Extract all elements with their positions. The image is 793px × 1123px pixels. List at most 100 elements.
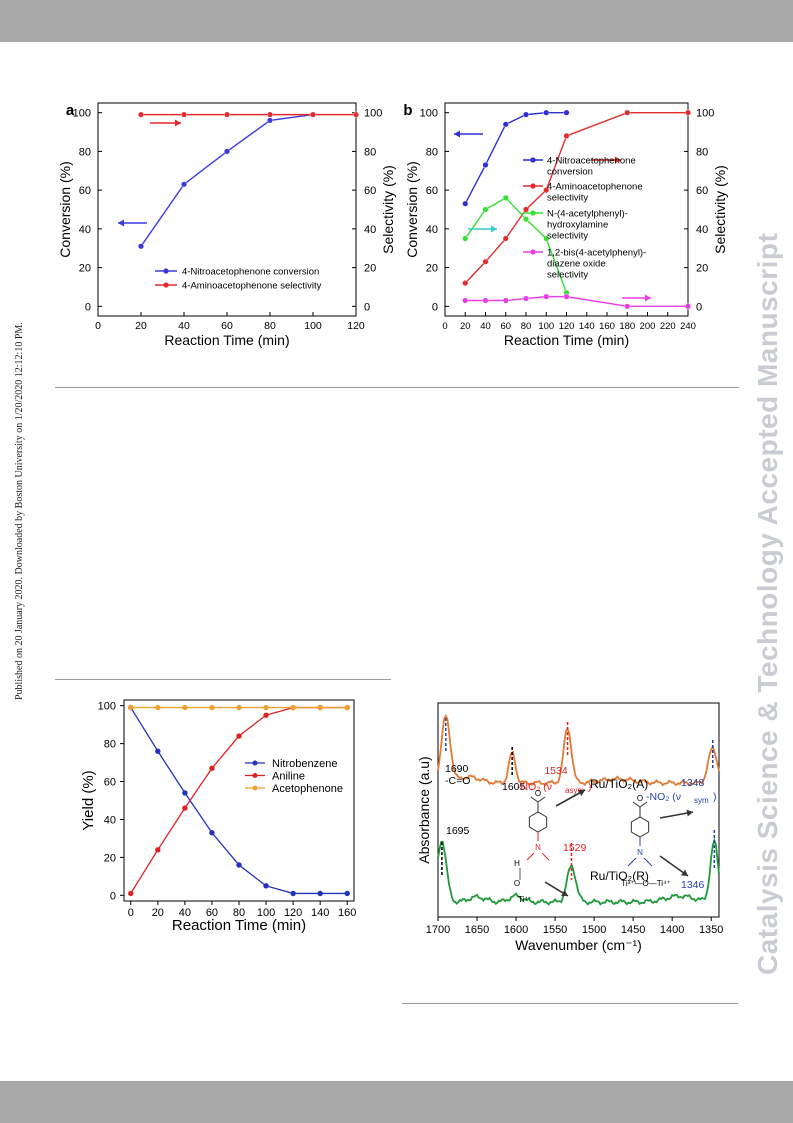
y-tick-label: 80 [426, 146, 438, 158]
annotation-no2-sym: -NO₂ (ν [646, 791, 681, 803]
data-point [180, 111, 187, 118]
data-point [236, 733, 242, 739]
y-tick-label: 80 [104, 739, 116, 751]
acetyl-left-b [537, 796, 546, 803]
x-tick-label: 180 [619, 321, 635, 332]
data-point [543, 235, 550, 242]
y2-tick-label: 60 [696, 185, 708, 197]
data-point [624, 303, 631, 310]
annotation-1534: 1534 [544, 765, 568, 777]
x-tick-label: 1400 [660, 924, 684, 936]
y-tick-label: 100 [98, 701, 116, 713]
series-line-3 [465, 295, 688, 308]
y-tick-label: 60 [104, 777, 116, 789]
data-point [209, 765, 215, 771]
y-axis-label: Conversion (%) [57, 161, 73, 257]
data-point [209, 830, 215, 836]
divider-mid [55, 679, 391, 680]
data-point [182, 790, 188, 796]
annotation-sym-sub: sym [694, 796, 709, 805]
pointer-arrow-1346-head [681, 869, 688, 876]
nitro-o2-right [643, 857, 653, 867]
y2-tick-label: 0 [364, 301, 370, 313]
y-tick-label: 60 [79, 185, 91, 197]
data-point [263, 883, 269, 889]
data-point [502, 121, 509, 128]
data-point [685, 303, 692, 310]
data-point [543, 293, 550, 300]
x-tick-label: 200 [640, 321, 656, 332]
legend-label: 1,2-bis(4-acetylphenyl)-diazene oxide sel… [547, 248, 646, 281]
data-point [482, 258, 489, 265]
data-point [502, 235, 509, 242]
x-tick-label: 0 [95, 320, 101, 332]
data-point [310, 111, 317, 118]
panel-label: a [66, 102, 75, 119]
data-point [155, 847, 161, 853]
data-point [482, 297, 489, 304]
annotation-1605: 1605 [502, 781, 526, 793]
legend-marker [530, 249, 536, 255]
x-tick-label: 1650 [465, 924, 489, 936]
legend-label: Acetophenone [272, 783, 343, 795]
y2-tick-label: 20 [364, 263, 376, 275]
legend-marker [252, 785, 258, 791]
plot-frame [437, 702, 720, 918]
legend-label: 4-Aminoacetophenone selectivity [547, 182, 643, 204]
legend-marker [163, 282, 169, 288]
nitro-o2-left [541, 852, 550, 861]
x-axis-label: Wavenumber (cm⁻¹) [515, 937, 642, 953]
data-point [344, 890, 350, 897]
data-point [563, 109, 570, 116]
x-tick-label: 140 [311, 907, 329, 919]
data-point [137, 111, 144, 118]
y-tick-label: 20 [426, 263, 438, 275]
x-tick-label: 60 [500, 321, 511, 332]
x-tick-label: 240 [680, 321, 696, 332]
hydrogen-label-left: H [514, 859, 520, 868]
x-tick-label: 120 [347, 320, 365, 332]
annotation-1695: 1695 [446, 825, 470, 837]
data-point [267, 117, 274, 124]
y2-axis-label: Selectivity (%) [712, 165, 728, 254]
x-tick-label: 220 [660, 321, 676, 332]
data-point [290, 890, 296, 897]
y-tick-label: 0 [432, 301, 438, 313]
data-point [462, 280, 469, 287]
data-point [502, 194, 509, 201]
selectivity-axis-arrow-head [175, 119, 181, 127]
divider-bottom [402, 1003, 738, 1004]
pointer-arrow-asym-head [578, 789, 585, 796]
data-point [353, 111, 360, 118]
data-point [155, 748, 161, 754]
data-point [223, 111, 230, 118]
annotation-sym-close: ) [713, 791, 717, 803]
conversion-axis-arrow-head [118, 219, 124, 227]
annotation-1529: 1529 [563, 842, 587, 854]
nitrogen-label-right: N [637, 848, 643, 857]
x-tick-label: 20 [152, 907, 164, 919]
x-tick-label: 20 [135, 320, 147, 332]
series-label-ru-tio2-a: Ru/TiO₂(A) [590, 777, 648, 791]
data-point [267, 111, 274, 118]
acetyl-right-b [639, 801, 648, 808]
x-tick-label: 60 [206, 907, 218, 919]
data-point [236, 704, 242, 711]
annotation-1346: 1346 [681, 879, 705, 891]
benzene-ring-right [630, 816, 650, 838]
data-point [317, 890, 323, 897]
benzene-ring-left [528, 811, 548, 833]
x-tick-label: 1450 [621, 924, 645, 936]
spectrum-ru-tio2-a [437, 714, 720, 787]
data-point [523, 216, 530, 223]
page-header-band [0, 0, 793, 42]
data-point [563, 132, 570, 139]
x-axis-label: Reaction Time (min) [504, 332, 629, 348]
y-tick-label: 20 [79, 263, 91, 275]
y-axis-label: Conversion (%) [404, 161, 420, 257]
x-tick-label: 100 [538, 321, 554, 332]
legend-label: 4-Nitroacetophenone conversion [182, 267, 319, 278]
ti-label-left: Ti⁴⁺ [518, 895, 532, 904]
